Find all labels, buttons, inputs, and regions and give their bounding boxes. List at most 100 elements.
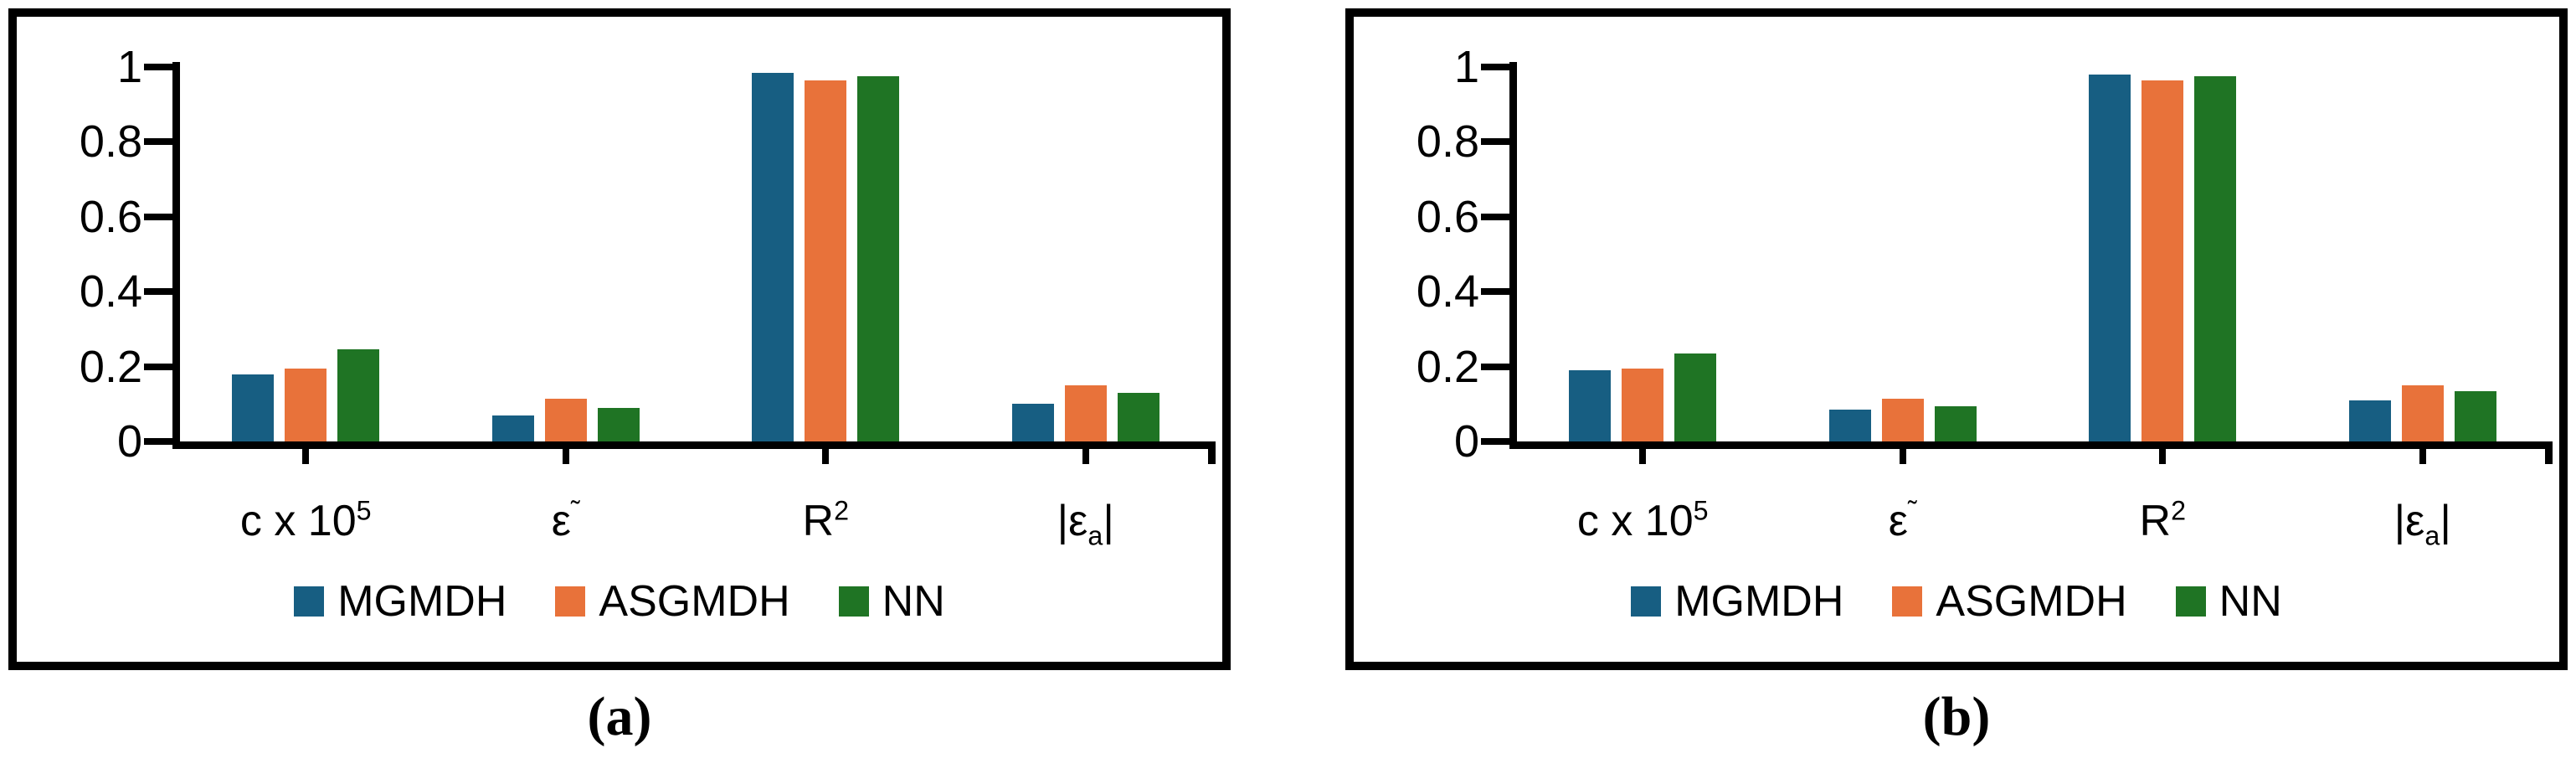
legend-swatch-nn: [2175, 586, 2206, 617]
legend-label: MGMDH: [337, 577, 507, 626]
bar-asgmdh-1: [1882, 399, 1924, 441]
bar-asgmdh-2: [2142, 80, 2183, 441]
legend-swatch-asgmdh: [1892, 586, 1923, 617]
category-label-pre: R: [802, 497, 835, 545]
category-label-pre: R: [2139, 497, 2172, 545]
y-axis-tick-label: 0.6: [1416, 191, 1479, 242]
y-axis-line: [172, 62, 180, 449]
legend-swatch-mgmdh: [294, 586, 325, 617]
caption-a: (a): [587, 686, 652, 747]
y-axis-tick: [144, 138, 176, 146]
x-axis-line: [176, 441, 1216, 449]
category-label-sup: 5: [1693, 495, 1709, 526]
category-label-sub: a: [1087, 520, 1103, 551]
category-label: |εa|: [1057, 496, 1114, 550]
y-axis-tick: [144, 64, 176, 70]
y-axis-tick-label: 0: [116, 416, 142, 467]
category-label: R2: [803, 496, 850, 546]
bar-mgmdh-2: [2089, 75, 2131, 441]
bar-nn-1: [598, 408, 640, 441]
y-axis-tick: [144, 438, 176, 445]
x-axis-line: [1513, 441, 2553, 449]
x-axis-tick: [822, 446, 830, 464]
bar-nn-2: [857, 76, 899, 441]
y-axis-tick-label: 0: [1453, 416, 1479, 467]
legend-label: NN: [2219, 577, 2282, 626]
bar-asgmdh-0: [285, 369, 326, 441]
y-axis-line: [1509, 62, 1517, 449]
category-label: R2: [2140, 496, 2187, 546]
bar-asgmdh-2: [805, 80, 846, 441]
category-label: c x 105: [240, 496, 372, 546]
plot-area-b: 1 0.8 0.6 0.4 0.2 0 c x 105 ε˜ R2 |εa| MGMDH ASGMDH…: [1354, 17, 2559, 662]
y-axis-tick-label: 0.4: [1416, 266, 1479, 317]
y-axis-tick: [144, 213, 176, 220]
category-label: |εa|: [2393, 496, 2451, 550]
y-axis-tick: [144, 363, 176, 370]
category-label-pre: |ε: [2393, 497, 2425, 545]
y-axis-tick: [1481, 288, 1513, 296]
y-axis-tick-label: 0.2: [79, 341, 142, 392]
y-axis-tick-label: 1: [1453, 42, 1479, 92]
y-axis-tick: [144, 288, 176, 296]
bar-nn-3: [2455, 391, 2496, 441]
x-axis-tick: [2419, 446, 2426, 464]
legend-item-nn: NN: [838, 576, 945, 627]
y-axis-tick: [1481, 138, 1513, 146]
category-label-sup: ˜: [1907, 495, 1917, 526]
legend-item-asgmdh: ASGMDH: [1892, 576, 2127, 627]
y-axis-tick-label: 1: [116, 42, 142, 92]
category-label-sup: 2: [2171, 495, 2186, 526]
legend-label: ASGMDH: [599, 577, 790, 626]
category-label-sup: ˜: [570, 495, 580, 526]
category-label: ε˜: [552, 496, 580, 546]
bar-asgmdh-3: [2402, 385, 2444, 441]
legend: MGMDH ASGMDH NN: [17, 575, 1222, 628]
x-axis-end-tick: [2545, 446, 2553, 464]
y-axis-tick-label: 0.6: [79, 191, 142, 242]
y-axis-tick: [1481, 64, 1513, 70]
legend-item-mgmdh: MGMDH: [1631, 576, 1843, 627]
x-axis-tick: [1639, 446, 1647, 464]
legend-label: MGMDH: [1674, 577, 1844, 626]
y-axis-tick-label: 0.4: [79, 266, 142, 317]
y-axis-tick-label: 0.2: [1416, 341, 1479, 392]
x-axis-tick: [562, 446, 569, 464]
category-label-pre: |ε: [1057, 497, 1088, 545]
category-label-post: |: [2440, 497, 2451, 545]
caption-b: (b): [1922, 686, 1991, 747]
y-axis-tick: [1481, 363, 1513, 370]
bar-mgmdh-1: [492, 415, 534, 441]
legend-label: NN: [882, 577, 945, 626]
category-label: c x 105: [1577, 496, 1709, 546]
plot-area-a: 1 0.8 0.6 0.4 0.2 0 c x 105 ε˜ R2 |εa| MGMDH ASGMDH…: [17, 17, 1222, 662]
bar-asgmdh-3: [1065, 385, 1107, 441]
x-axis-end-tick: [1208, 446, 1216, 464]
bar-nn-2: [2194, 76, 2236, 441]
x-axis-tick: [1899, 446, 1906, 464]
legend: MGMDH ASGMDH NN: [1354, 575, 2559, 628]
bar-mgmdh-0: [1569, 370, 1611, 441]
y-axis-tick-label: 0.8: [79, 116, 142, 168]
bar-asgmdh-0: [1622, 369, 1663, 441]
category-label-pre: ε: [551, 497, 571, 545]
legend-item-mgmdh: MGMDH: [294, 576, 506, 627]
category-label-pre: c x 10: [1576, 497, 1694, 545]
bar-asgmdh-1: [545, 399, 587, 441]
legend-swatch-nn: [838, 586, 869, 617]
legend-item-asgmdh: ASGMDH: [555, 576, 790, 627]
y-axis-tick: [1481, 213, 1513, 220]
bar-mgmdh-1: [1829, 410, 1871, 441]
legend-label: ASGMDH: [1936, 577, 2127, 626]
category-label-pre: c x 10: [239, 497, 357, 545]
category-label-sub: a: [2424, 520, 2440, 551]
x-axis-tick: [2159, 446, 2167, 464]
legend-item-nn: NN: [2175, 576, 2282, 627]
bar-mgmdh-3: [1012, 404, 1054, 441]
category-label-pre: ε: [1888, 497, 1908, 545]
bar-nn-3: [1118, 393, 1159, 441]
chart-panel-b: 1 0.8 0.6 0.4 0.2 0 c x 105 ε˜ R2 |εa| MGMDH ASGMDH…: [1345, 8, 2568, 670]
category-label-post: |: [1103, 497, 1114, 545]
y-axis-tick-label: 0.8: [1416, 116, 1479, 168]
legend-swatch-mgmdh: [1631, 586, 1662, 617]
